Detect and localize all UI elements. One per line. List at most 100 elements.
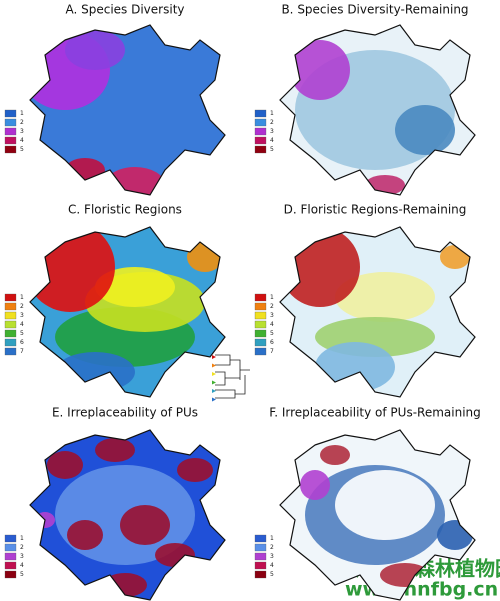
map-panel: 1 2 3 4 5 [4,429,226,601]
legend-swatch [254,293,267,302]
legend-label: 4 [270,321,274,328]
legend-swatch [4,329,17,338]
panel-title: B. Species Diversity-Remaining [281,3,468,17]
legend-swatch [4,118,17,127]
region [437,520,473,550]
legend-swatch [254,118,267,127]
legend-label: 5 [20,571,24,578]
region [440,245,470,269]
legend-swatch [4,338,17,347]
legend-swatch [254,109,267,118]
legend-label: 3 [270,312,274,319]
dendrogram-tip [212,380,216,385]
legend-label: 2 [270,303,274,310]
legend-label: 2 [270,544,274,551]
legend-swatch [254,561,267,570]
dendrogram-tip [212,363,216,368]
legend-label: 4 [20,137,24,144]
map-panel: 1 2 3 4 5 6 7 [254,226,476,398]
panel-title: C. Floristic Regions [68,203,182,217]
region [335,272,435,322]
panel-title: E. Irreplaceability of PUs [52,406,198,420]
legend-label: 2 [20,544,24,551]
legend-label: 6 [20,339,24,346]
legend-swatch [254,127,267,136]
legend-swatch [254,570,267,579]
dendrogram [212,354,250,402]
legend-swatch [254,534,267,543]
legend-label: 1 [20,110,24,117]
legend-label: 7 [270,348,274,355]
legend-swatch [254,347,267,356]
legend-label: 5 [270,330,274,337]
dendrogram-lines [215,354,250,399]
region [155,543,195,567]
region [315,342,395,392]
legend-label: 2 [20,119,24,126]
legend-label: 2 [20,303,24,310]
dendrogram-tip [212,397,216,402]
legend-swatch [254,145,267,154]
legend-label: 7 [20,348,24,355]
legend-label: 4 [270,562,274,569]
legend-swatch [4,127,17,136]
legend-label: 2 [270,119,274,126]
legend-swatch [4,552,17,561]
legend-label: 4 [270,137,274,144]
region [177,458,213,482]
legend-label: 5 [20,146,24,153]
region [67,520,103,550]
legend-label: 1 [20,294,24,301]
legend-swatch [4,311,17,320]
legend-swatch [4,320,17,329]
region [55,352,135,392]
legend-label: 3 [20,128,24,135]
legend-label: 1 [270,110,274,117]
dendrogram-tip [212,355,216,359]
panel-title: D. Floristic Regions-Remaining [284,203,467,217]
legend-swatch [4,302,17,311]
legend-label: 1 [270,535,274,542]
region [300,470,330,500]
legend-swatch [254,552,267,561]
legend-swatch [4,347,17,356]
legend-label: 5 [270,146,274,153]
legend-swatch [254,311,267,320]
region [103,573,147,597]
region [290,40,350,100]
panel-title: A. Species Diversity [65,3,184,17]
panel-title: F. Irreplaceability of PUs-Remaining [269,406,481,420]
legend-label: 3 [270,553,274,560]
legend-swatch [4,534,17,543]
region [395,105,455,155]
region [335,470,435,540]
map [30,25,225,195]
map-panel: 1 2 3 4 5 6 7 [4,226,226,398]
legend-label: 3 [20,553,24,560]
region [120,505,170,545]
region [65,30,125,70]
legend-label: 5 [20,330,24,337]
legend-swatch [254,302,267,311]
region [280,227,360,307]
legend-swatch [4,145,17,154]
dendrogram-tip [212,389,216,393]
legend-swatch [4,136,17,145]
legend-swatch [4,543,17,552]
legend-swatch [4,561,17,570]
legend-label: 1 [20,535,24,542]
map-panel: 1 2 3 4 5 [4,24,226,196]
region [320,445,350,465]
legend-label: 5 [270,571,274,578]
legend-swatch [254,338,267,347]
legend-label: 4 [20,321,24,328]
legend-label: 4 [20,562,24,569]
legend-label: 3 [270,128,274,135]
legend-swatch [4,570,17,579]
region [30,227,115,312]
legend-swatch [254,320,267,329]
legend-label: 6 [270,339,274,346]
legend-swatch [254,136,267,145]
region [95,438,135,462]
